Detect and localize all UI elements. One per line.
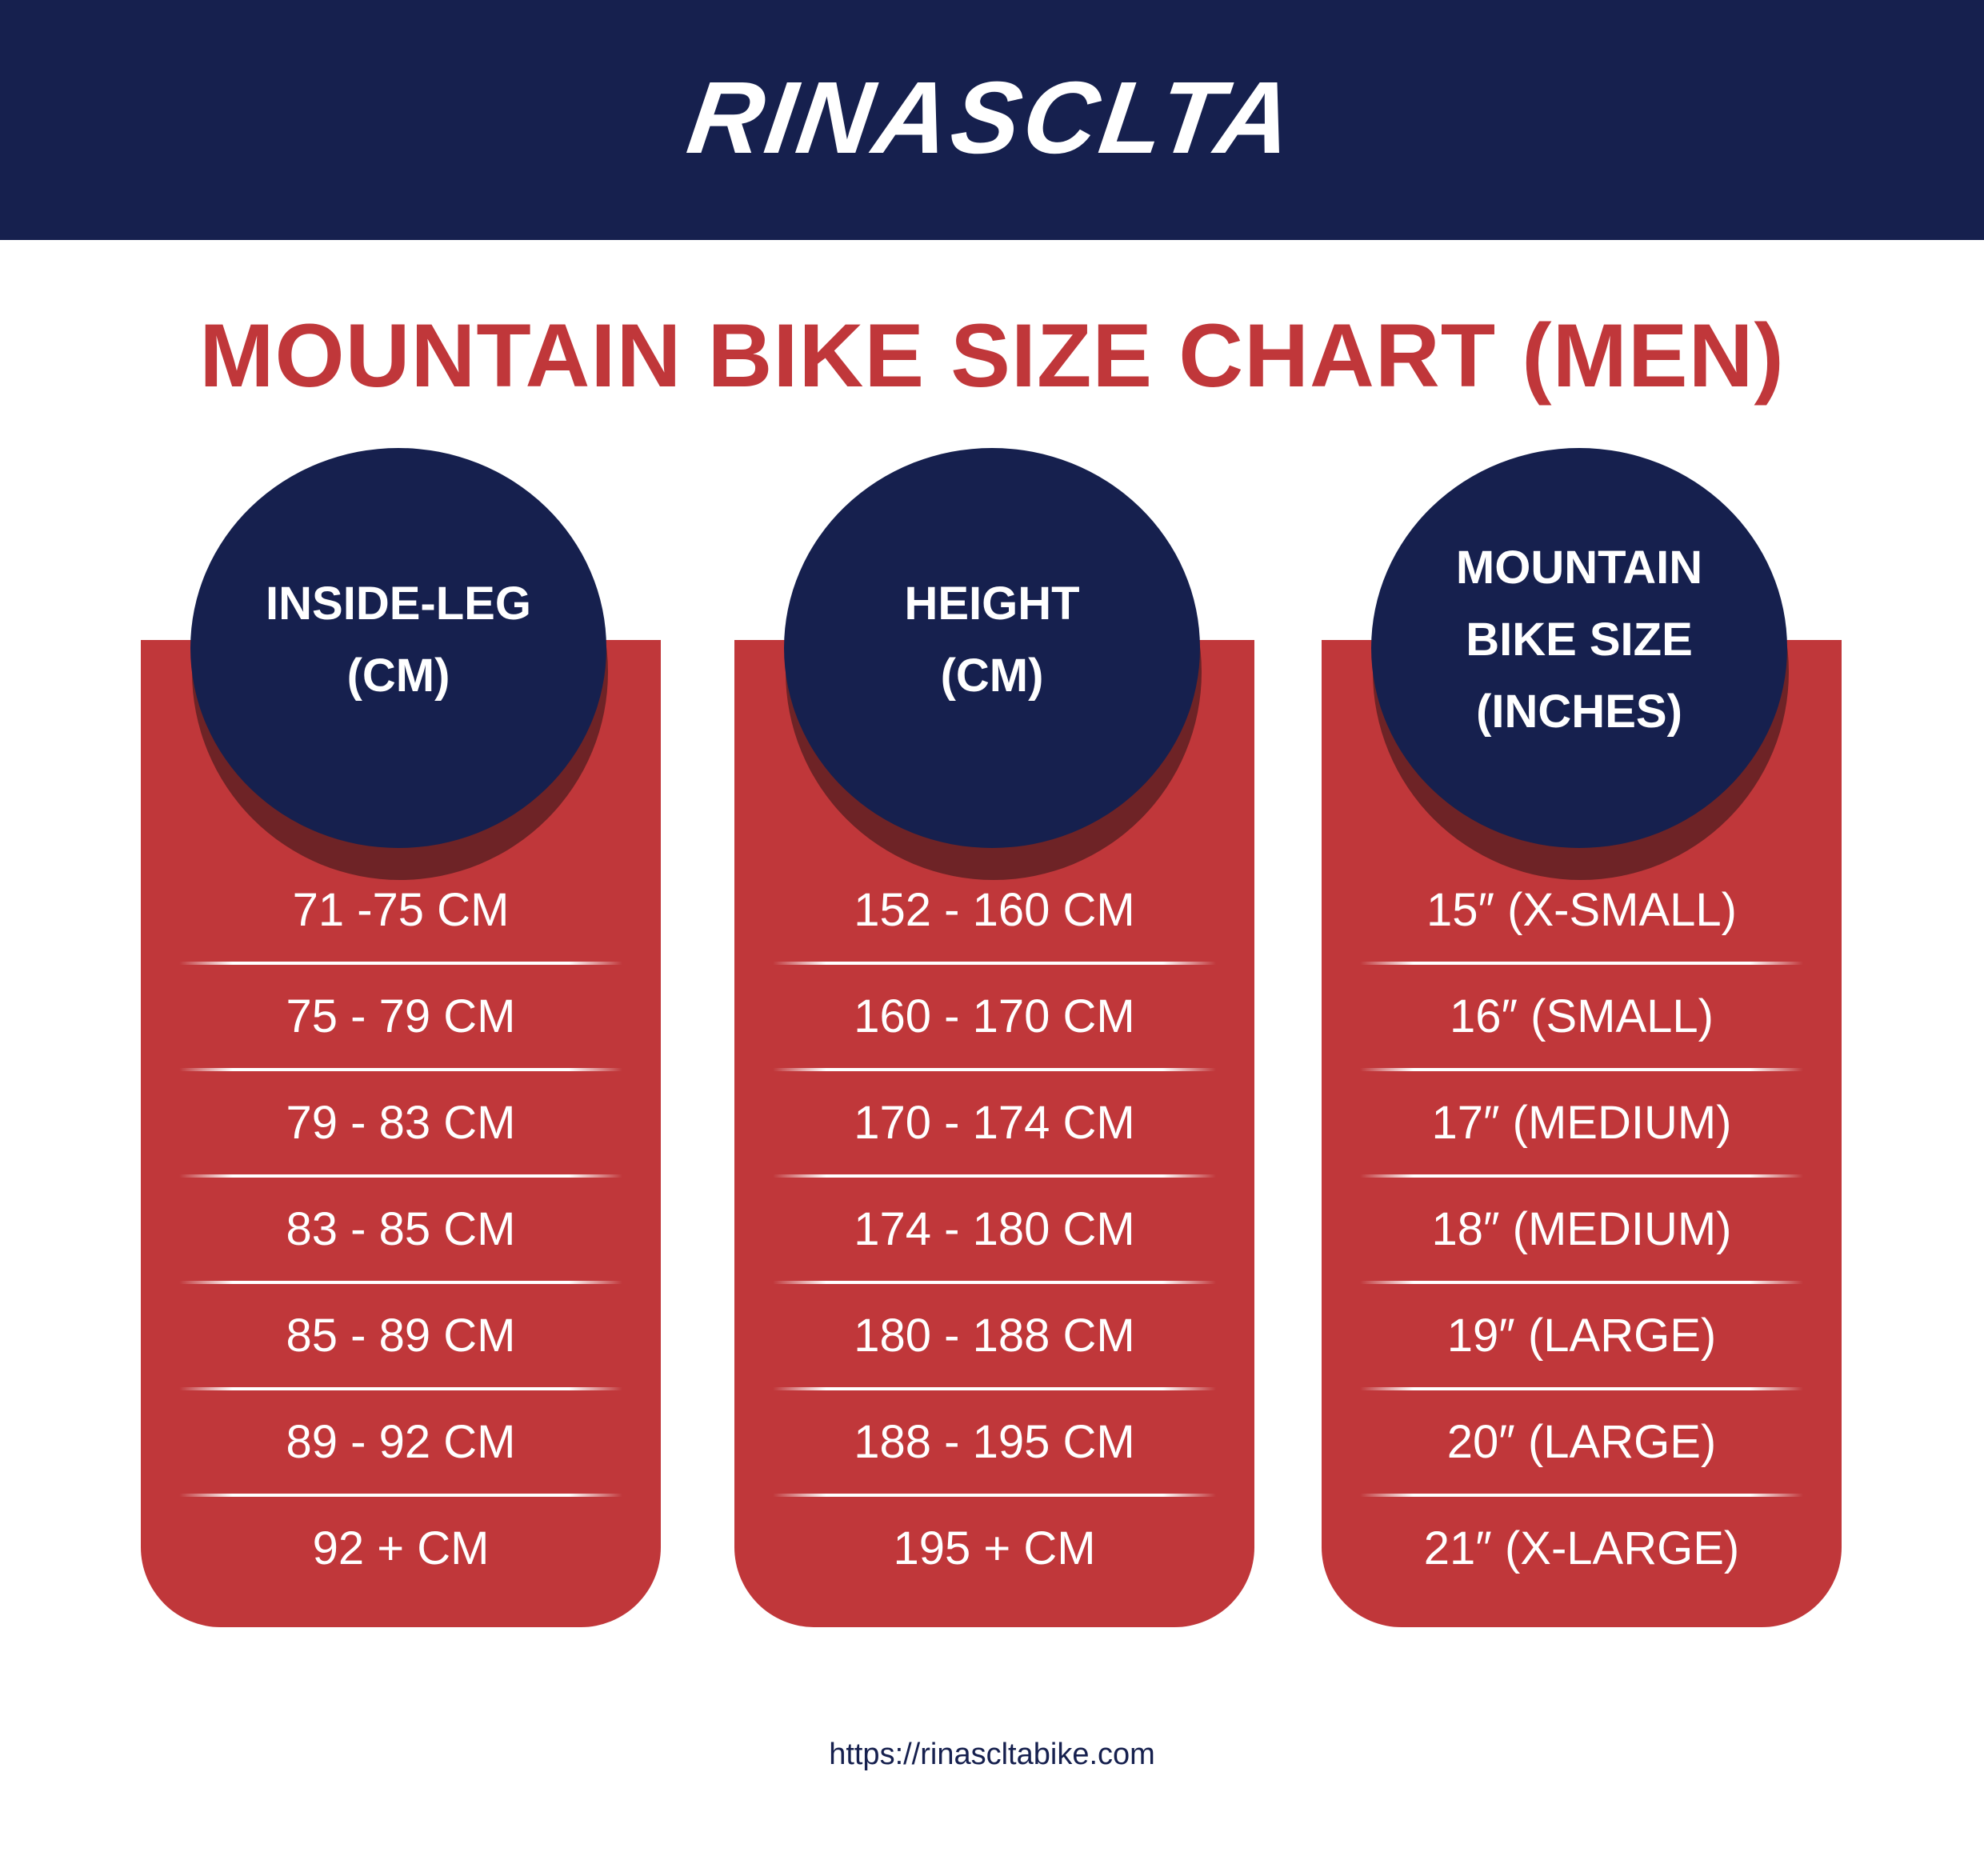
row-divider [1360,1281,1803,1284]
row-divider [179,962,622,965]
row-divider [773,1068,1216,1071]
table-cell: 16″ (SMALL) [1450,990,1714,1042]
size-column-height: HEIGHT (CM) 152 - 160 CM 160 - 170 CM 17… [734,448,1254,1627]
table-cell: 188 - 195 CM [854,1416,1135,1468]
column-header-circle: MOUNTAIN BIKE SIZE (INCHES) [1371,448,1787,848]
column-header-label: INSIDE-LEG (CM) [266,578,531,702]
row-divider [179,1494,622,1497]
column-header-circle: INSIDE-LEG (CM) [190,448,606,848]
row-divider [773,1387,1216,1390]
size-column-bike-size: MOUNTAIN BIKE SIZE (INCHES) 15″ (X-SMALL… [1322,448,1842,1627]
row-divider [179,1068,622,1071]
row-divider [179,1281,622,1284]
row-divider [1360,1494,1803,1497]
table-cell: 17″ (MEDIUM) [1431,1097,1732,1149]
table-cell: 20″ (LARGE) [1446,1416,1717,1468]
row-divider [773,1494,1216,1497]
table-cell: 89 - 92 CM [286,1416,516,1468]
row-divider [179,1174,622,1178]
table-cell: 19″ (LARGE) [1446,1310,1717,1362]
table-cell: 21″ (X-LARGE) [1423,1522,1740,1574]
table-cell: 85 - 89 CM [286,1310,516,1362]
table-cell: 174 - 180 CM [854,1203,1135,1255]
column-header-label: HEIGHT (CM) [904,578,1080,702]
column-header-circle: HEIGHT (CM) [784,448,1200,848]
table-cell: 170 - 174 CM [854,1097,1135,1149]
table-cell: 18″ (MEDIUM) [1431,1203,1732,1255]
brand-header: RINASCLTA [0,0,1984,240]
table-cell: 180 - 188 CM [854,1310,1135,1362]
row-divider [773,1281,1216,1284]
row-divider [773,962,1216,965]
row-divider [773,1174,1216,1178]
table-cell: 71 -75 CM [292,884,510,936]
table-cell: 195 + CM [893,1522,1096,1574]
row-divider [1360,1068,1803,1071]
size-column-inside-leg: INSIDE-LEG (CM) 71 -75 CM 75 - 79 CM 79 … [141,448,661,1627]
brand-logo: RINASCLTA [681,61,1303,175]
table-cell: 75 - 79 CM [286,990,516,1042]
table-cell: 92 + CM [312,1522,490,1574]
row-divider [1360,1387,1803,1390]
row-divider [179,1387,622,1390]
row-divider [1360,1174,1803,1178]
table-cell: 152 - 160 CM [854,884,1135,936]
table-cell: 15″ (X-SMALL) [1426,884,1737,936]
page-title: MOUNTAIN BIKE SIZE CHART (MEN) [199,306,1785,406]
row-divider [1360,962,1803,965]
column-header-label: MOUNTAIN BIKE SIZE (INCHES) [1455,542,1703,738]
footer-url[interactable]: https://rinascltabike.com [829,1738,1155,1771]
table-cell: 83 - 85 CM [286,1203,516,1255]
table-cell: 160 - 170 CM [854,990,1135,1042]
table-cell: 79 - 83 CM [286,1097,516,1149]
